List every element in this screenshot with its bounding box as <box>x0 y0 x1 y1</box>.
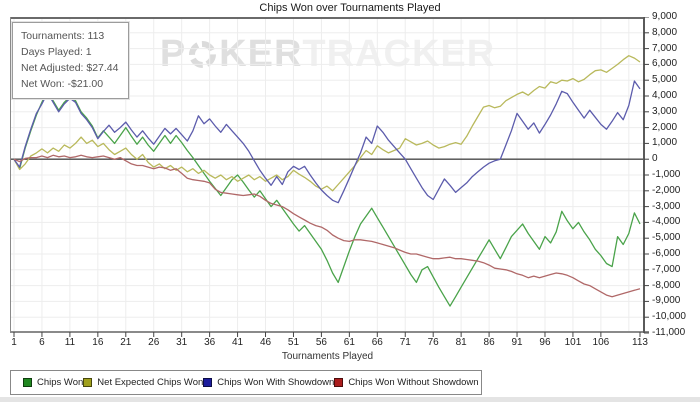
x-tick-label: 11 <box>64 337 76 348</box>
y-tick-label: -6,000 <box>652 248 681 259</box>
stat-tournaments: Tournaments: 113 <box>21 30 105 42</box>
y-tick-label: 3,000 <box>652 105 678 117</box>
legend-item-chips-won-with-showdown: Chips Won With Showdown <box>203 377 334 388</box>
poker-chip-icon <box>189 41 217 68</box>
stats-box: Tournaments: 113 Days Played: 1 Net Adju… <box>12 22 129 99</box>
legend-swatch-icon <box>203 378 213 387</box>
legend-label: Chips Won Without Showdown <box>348 377 479 388</box>
series-line-net-expected-chips-won <box>13 55 641 192</box>
series-line-chips-won-with-showdown <box>13 80 641 204</box>
x-axis-title: Tournaments Played <box>281 351 374 362</box>
y-tick-label: -2,000 <box>652 184 681 196</box>
y-tick-label: 9,000 <box>652 11 678 22</box>
x-tick-label: 26 <box>148 337 160 348</box>
stat-days-played: Days Played: 1 <box>21 46 92 58</box>
series-line-chips-won <box>13 90 641 307</box>
legend-item-chips-won-without-showdown: Chips Won Without Showdown <box>334 377 479 388</box>
y-tick-label: -10,000 <box>652 311 686 323</box>
y-tick-label: 2,000 <box>652 121 678 133</box>
y-tick-label: -5,000 <box>652 232 681 244</box>
y-tick-label: -9,000 <box>652 295 681 307</box>
y-tick-label: 5,000 <box>652 74 678 86</box>
x-tick-label: 46 <box>259 337 272 348</box>
x-tick-label: 81 <box>455 337 467 348</box>
x-tick-label: 16 <box>92 337 104 348</box>
x-tick-label: 91 <box>511 337 523 348</box>
legend: Chips Won Net Expected Chips Won Chips Won… <box>10 370 482 395</box>
x-tick-label: 71 <box>399 337 411 348</box>
y-tick-label: 1,000 <box>652 137 678 149</box>
x-tick-label: 86 <box>483 337 495 348</box>
legend-item-chips-won: Chips Won <box>23 377 83 388</box>
x-tick-label: 21 <box>120 337 132 348</box>
stat-net-won: Net Won: -$21.00 <box>21 78 104 90</box>
y-tick-label: -3,000 <box>652 200 681 212</box>
watermark-text-p: P <box>159 33 187 75</box>
x-tick-label: 51 <box>287 337 300 348</box>
x-tick-label: 66 <box>371 337 383 348</box>
x-tick-label: 106 <box>592 337 610 348</box>
y-tick-label: -8,000 <box>652 279 681 291</box>
x-tick-label: 113 <box>632 337 648 348</box>
stat-net-adjusted: Net Adjusted: $27.44 <box>21 62 119 74</box>
x-tick-label: 101 <box>564 337 582 348</box>
y-tick-label: 7,000 <box>652 42 678 54</box>
y-tick-label: -4,000 <box>652 216 681 228</box>
y-tick-label: -1,000 <box>652 169 681 180</box>
x-tick-label: 61 <box>343 337 355 348</box>
legend-swatch-icon <box>334 378 344 387</box>
legend-item-net-expected-chips-won: Net Expected Chips Won <box>83 377 203 388</box>
y-tick-label: 8,000 <box>652 26 678 38</box>
x-tick-label: 76 <box>427 337 439 348</box>
legend-swatch-icon <box>83 378 93 387</box>
window-bottom-edge <box>0 397 700 402</box>
y-tick-label: 0 <box>652 153 658 165</box>
watermark-text-ker: KER <box>219 33 303 75</box>
watermark-text-tracker: TRACKER <box>302 33 496 75</box>
legend-label: Net Expected Chips Won <box>97 377 204 388</box>
x-tick-label: 6 <box>39 337 45 348</box>
pokertracker-watermark: P KER TRACKER <box>0 33 655 76</box>
x-tick-label: 36 <box>204 337 216 348</box>
legend-label: Chips Won With Showdown <box>217 377 335 388</box>
legend-label: Chips Won <box>37 377 84 388</box>
x-tick-label: 31 <box>176 337 188 348</box>
x-tick-label: 41 <box>232 337 244 348</box>
y-tick-label: -11,000 <box>652 327 686 338</box>
chart-title: Chips Won over Tournaments Played <box>259 2 441 14</box>
y-tick-label: 4,000 <box>652 90 678 101</box>
series-line-chips-won-without-showdown <box>13 154 641 298</box>
x-tick-label: 96 <box>539 337 551 348</box>
x-tick-label: 56 <box>315 337 327 348</box>
y-tick-label: 6,000 <box>652 58 678 70</box>
y-tick-label: -7,000 <box>652 263 681 275</box>
legend-swatch-icon <box>23 378 32 387</box>
x-tick-label: 1 <box>11 337 17 348</box>
